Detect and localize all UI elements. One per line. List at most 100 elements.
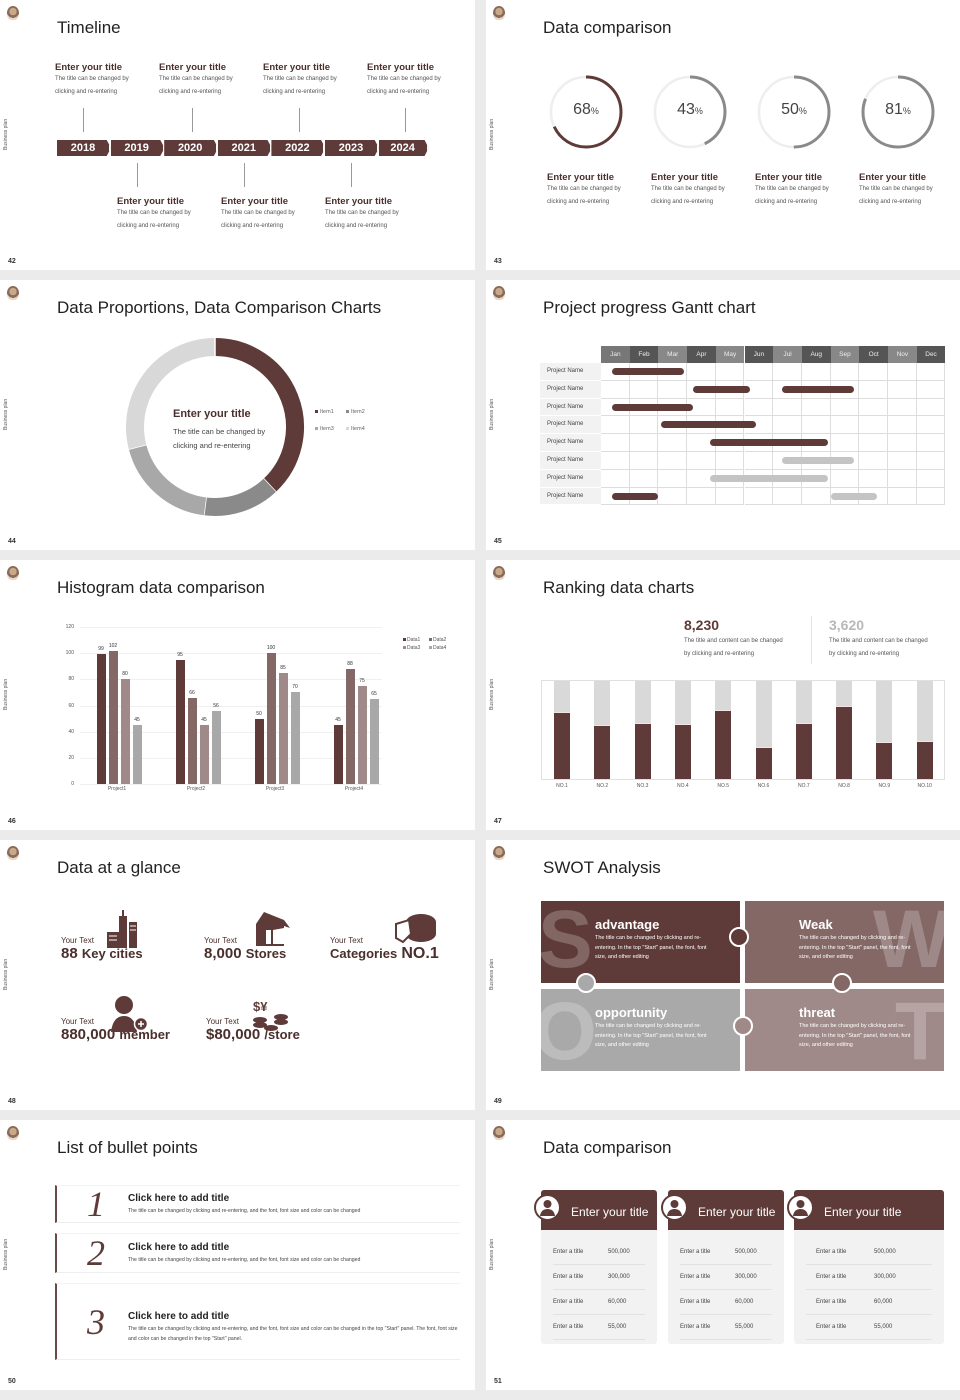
timeline-item-bottom[interactable]: Enter your title The title can be changed… bbox=[117, 196, 217, 233]
timeline-year[interactable]: 2021 bbox=[217, 140, 272, 156]
glance-item[interactable]: Your Text Categories NO.1 bbox=[330, 936, 439, 963]
ring-caption[interactable]: Enter your title The title can be changed… bbox=[755, 172, 855, 209]
ring-caption[interactable]: Enter your title The title can be changed… bbox=[859, 172, 959, 209]
legend-item[interactable]: Data1 bbox=[403, 637, 420, 643]
slide-44[interactable]: Business plan 44 Data Proportions, Data Co… bbox=[0, 280, 475, 550]
card-row: Enter a title 55,000 bbox=[806, 1315, 932, 1340]
ring-caption[interactable]: Enter your title The title can be changed… bbox=[651, 172, 751, 209]
ring-caption[interactable]: Enter your title The title can be changed… bbox=[547, 172, 647, 209]
x-tick-label: NO.8 bbox=[838, 783, 850, 789]
bullet-item[interactable]: 1 Click here to add title The title can be… bbox=[55, 1184, 460, 1224]
gantt-bar-active[interactable] bbox=[661, 421, 756, 429]
slide-48[interactable]: Business plan 48 Data at a glance Your Text… bbox=[0, 840, 475, 1110]
gantt-bar-active[interactable] bbox=[692, 385, 751, 393]
gantt-bar-planned[interactable] bbox=[830, 492, 877, 500]
bar-data2 bbox=[188, 697, 197, 784]
gantt-bar-active[interactable] bbox=[612, 403, 693, 411]
bullet-number: 3 bbox=[87, 1301, 105, 1342]
stat-desc: The title and content can be changed bbox=[829, 638, 928, 644]
glance-prefix: Categories bbox=[330, 946, 398, 961]
timeline-year[interactable]: 2020 bbox=[164, 140, 219, 156]
grid-cell bbox=[687, 452, 716, 470]
slide-51[interactable]: Business plan 51 Data comparison Enter your… bbox=[486, 1120, 960, 1390]
slide-title[interactable]: Data comparison bbox=[543, 1138, 672, 1157]
legend-item[interactable]: Item2 bbox=[346, 409, 365, 415]
comparison-card[interactable]: Enter your title Enter a title 500,000 Ente… bbox=[661, 1190, 784, 1344]
gantt-bar-planned[interactable] bbox=[710, 474, 828, 482]
timeline-year[interactable]: 2022 bbox=[271, 140, 326, 156]
row-label: Enter a title bbox=[680, 1324, 711, 1330]
project-name[interactable]: Project Name bbox=[540, 416, 601, 435]
slide-title[interactable]: Data comparison bbox=[543, 18, 672, 37]
project-name[interactable]: Project Name bbox=[540, 452, 601, 470]
bullet-item[interactable]: 2 Click here to add title The title can be… bbox=[55, 1233, 460, 1273]
slide-50[interactable]: Business plan 50 List of bullet points 1 Cli… bbox=[0, 1120, 475, 1390]
comparison-card[interactable]: Enter your title Enter a title 500,000 Ente… bbox=[534, 1190, 657, 1344]
item-desc: The title can be changed by bbox=[117, 210, 191, 216]
legend-item[interactable]: Data4 bbox=[429, 645, 446, 651]
legend-item[interactable]: Data2 bbox=[429, 637, 446, 643]
timeline-item-bottom[interactable]: Enter your title The title can be changed… bbox=[221, 196, 321, 233]
slide-title[interactable]: List of bullet points bbox=[57, 1138, 198, 1157]
item-title: Enter your title bbox=[159, 62, 227, 73]
slide-title[interactable]: Project progress Gantt chart bbox=[543, 298, 756, 317]
timeline-year[interactable]: 2018 bbox=[57, 140, 111, 156]
legend-item[interactable]: Item1 bbox=[315, 409, 334, 415]
x-tick-label: NO.10 bbox=[917, 783, 932, 789]
item-title: Enter your title bbox=[651, 172, 719, 183]
logo-emblem-icon bbox=[7, 566, 19, 580]
bar-data2 bbox=[346, 668, 355, 784]
timeline-item-top[interactable]: Enter your title The title can be changed… bbox=[159, 62, 259, 99]
gantt-bar-active[interactable] bbox=[781, 385, 854, 393]
slide-title[interactable]: Ranking data charts bbox=[543, 578, 695, 597]
gantt-bar-planned[interactable] bbox=[781, 457, 854, 464]
connector-line bbox=[351, 163, 352, 187]
legend-item[interactable]: Data3 bbox=[403, 645, 420, 651]
project-name[interactable]: Project Name bbox=[540, 434, 601, 452]
slide-45[interactable]: Business plan 45 Project progress Gantt ch… bbox=[486, 280, 960, 550]
gantt-bar-active[interactable] bbox=[612, 492, 659, 500]
gantt-bar-active[interactable] bbox=[710, 439, 828, 447]
timeline-year[interactable]: 2023 bbox=[325, 140, 379, 156]
bullet-item[interactable]: 3 Click here to add title The title can be… bbox=[55, 1283, 460, 1360]
project-name[interactable]: Project Name bbox=[540, 487, 601, 506]
page-number: 42 bbox=[8, 258, 16, 265]
gantt-bar-active[interactable] bbox=[612, 368, 685, 375]
slide-title[interactable]: Data at a glance bbox=[57, 858, 181, 877]
timeline-item-bottom[interactable]: Enter your title The title can be changed… bbox=[325, 196, 425, 233]
donut-chart bbox=[126, 337, 304, 517]
project-name[interactable]: Project Name bbox=[540, 398, 601, 417]
card-row: Enter a title 60,000 bbox=[553, 1290, 645, 1315]
glance-item[interactable]: Your Text 88 Key cities bbox=[61, 936, 143, 962]
timeline-item-top[interactable]: Enter your title The title can be changed… bbox=[55, 62, 155, 99]
slide-title[interactable]: Timeline bbox=[57, 18, 121, 37]
project-name[interactable]: Project Name bbox=[540, 380, 601, 399]
project-name[interactable]: Project Name bbox=[540, 363, 601, 381]
slide-title[interactable]: Data Proportions, Data Comparison Charts bbox=[57, 298, 382, 317]
item-title: Enter your title bbox=[55, 62, 123, 73]
page-number: 46 bbox=[8, 818, 16, 825]
swot-weak[interactable]: W Weak The title can be changed by clickin… bbox=[745, 901, 944, 983]
timeline-item-top[interactable]: Enter your title The title can be changed… bbox=[367, 62, 467, 99]
project-name[interactable]: Project Name bbox=[540, 469, 601, 488]
legend-item[interactable]: Item3 bbox=[315, 426, 334, 432]
timeline-item-top[interactable]: Enter your title The title can be changed… bbox=[263, 62, 363, 99]
timeline-year[interactable]: 2024 bbox=[378, 140, 429, 156]
comparison-card[interactable]: Enter your title Enter a title 500,000 Ente… bbox=[787, 1190, 944, 1344]
slide-42[interactable]: Business plan 42 Timeline 2018 2019 2020 2021 2… bbox=[0, 0, 475, 270]
glance-item[interactable]: Your Text 8,000 Stores bbox=[204, 936, 286, 962]
slide-title[interactable]: Histogram data comparison bbox=[57, 578, 265, 597]
legend-item[interactable]: Item4 bbox=[346, 426, 365, 432]
slide-47[interactable]: Business plan 47 Ranking data charts 8,230 T… bbox=[486, 560, 960, 830]
add-member-icon bbox=[109, 994, 149, 1037]
slide-43[interactable]: Business plan 43 Data comparison 68% Enter y… bbox=[486, 0, 960, 270]
timeline-year[interactable]: 2019 bbox=[110, 140, 165, 156]
slide-title[interactable]: SWOT Analysis bbox=[543, 858, 661, 877]
slide-46[interactable]: Business plan 46 Histogram data comparison… bbox=[0, 560, 475, 830]
card-title: Enter your title bbox=[698, 1205, 776, 1219]
grid-cell bbox=[830, 363, 860, 381]
